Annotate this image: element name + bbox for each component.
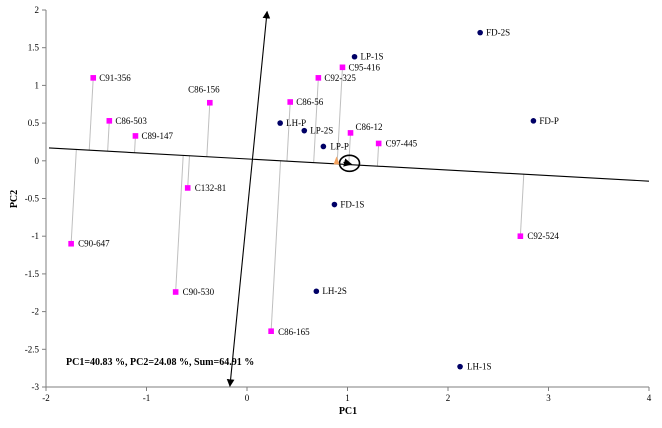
point-lp-p [320,143,327,150]
mean-triangle [333,156,340,165]
point-label-c92-325: C92-325 [324,73,356,83]
point-c86-56 [287,99,294,105]
point-label-fd-1s: FD-1S [340,200,364,210]
point-label-c91-356: C91-356 [99,73,131,83]
point-label-fd-p: FD-P [539,116,559,126]
x-tick-label: 4 [647,393,652,403]
y-tick-label: 1.5 [28,43,40,53]
point-lp-2s [301,127,308,134]
point-c97-445 [375,140,382,147]
point-fd-2s [477,29,483,36]
point-fd-p [530,118,537,124]
point-c86-165 [268,328,274,335]
point-label-c97-445: C97-445 [386,138,418,148]
drop-line-c86-503 [107,120,110,152]
x-tick-label: -1 [143,393,151,403]
point-c89-147 [132,133,139,139]
point-lp-1s [351,53,358,60]
point-c95-416 [339,64,346,71]
point-label-lh-2s: LH-2S [322,286,347,296]
projection-drop-lines [70,67,525,332]
point-label-lh-1s: LH-1S [467,362,492,372]
point-label-lp-1s: LP-1S [361,52,384,62]
x-tick-label: 0 [245,393,250,403]
y-tick-label: 0 [35,156,40,166]
point-c86-156 [207,99,213,106]
perpendicular-arrow [226,10,271,388]
point-lh-1s [457,363,463,370]
y-tick-label: -3 [32,382,40,392]
point-fd-1s [331,201,338,208]
y-axis-label: PC2 [9,190,20,208]
drop-line-c95-416 [336,67,343,164]
y-tick-label: -1 [32,231,40,241]
point-label-c86-156: C86-156 [188,85,220,95]
drop-line-c86-12 [348,132,352,165]
point-c132-81 [184,185,191,191]
axes: -3 -2.5 -2 -1.5 -1 -0.5 0 0.5 1 1.5 2 -2 -1 0 1 2 3 4 [25,5,652,403]
point-c86-12 [347,130,354,136]
point-label-c90-647: C90-647 [78,239,110,249]
point-c92-325 [315,75,322,81]
drop-line-c92-325 [313,77,319,163]
point-label-c90-530: C90-530 [183,287,215,297]
point-c91-356 [90,75,97,81]
point-label-lp-p: LP-P [330,141,349,151]
point-label-fd-2s: FD-2S [486,28,510,38]
drop-line-c92-524 [519,174,525,237]
point-c86-503 [106,118,113,124]
point-lh-p [277,120,283,126]
drop-line-c86-165 [270,160,282,332]
point-c90-530 [172,289,179,295]
x-tick-label: 3 [546,393,551,403]
drop-line-c132-81 [187,155,190,188]
point-lh-2s [313,288,320,295]
point-label-c86-12: C86-12 [356,122,383,132]
point-labels: C91-356 C86-503 C89-147 C86-156 C132-81 C90-6… [78,28,559,372]
y-tick-label: 2 [35,5,40,15]
variance-annotation: PC1=40.83 %, PC2=24.08 %, Sum=64.91 % [66,357,254,368]
point-label-c95-416: C95-416 [348,62,380,72]
point-label-lp-2s: LP-2S [310,126,333,136]
y-tick-label: -0.5 [25,194,40,204]
mean-circle [338,154,361,173]
point-label-c132-81: C132-81 [195,183,227,193]
y-tick-label: 1 [35,80,40,90]
x-tick-label: 2 [446,393,451,403]
drop-line-c91-356 [88,77,94,151]
y-tick-label: 0.5 [28,118,40,128]
point-label-c86-503: C86-503 [115,116,147,126]
point-c90-647 [68,240,74,247]
data-points [68,29,537,370]
x-tick-label: 1 [345,393,350,403]
x-tick-label: -2 [42,393,50,403]
point-label-c92-524: C92-524 [527,231,559,241]
point-label-c86-56: C86-56 [296,97,324,107]
point-label-lh-p: LH-P [286,118,306,128]
mean-arrow [343,158,353,167]
drop-line-c86-156 [206,102,211,157]
biplot-lines [48,10,650,388]
drop-line-c97-445 [376,143,380,167]
y-tick-label: -2 [32,307,40,317]
drop-line-c86-56 [286,101,291,162]
y-tick-label: -1.5 [25,269,40,279]
point-label-c89-147: C89-147 [141,131,173,141]
point-label-c86-165: C86-165 [278,327,310,337]
point-c92-524 [517,233,524,239]
x-axis-label: PC1 [339,406,357,417]
drop-line-c90-530 [175,155,184,293]
drop-line-c90-647 [70,149,77,244]
y-tick-label: -2.5 [25,344,40,354]
